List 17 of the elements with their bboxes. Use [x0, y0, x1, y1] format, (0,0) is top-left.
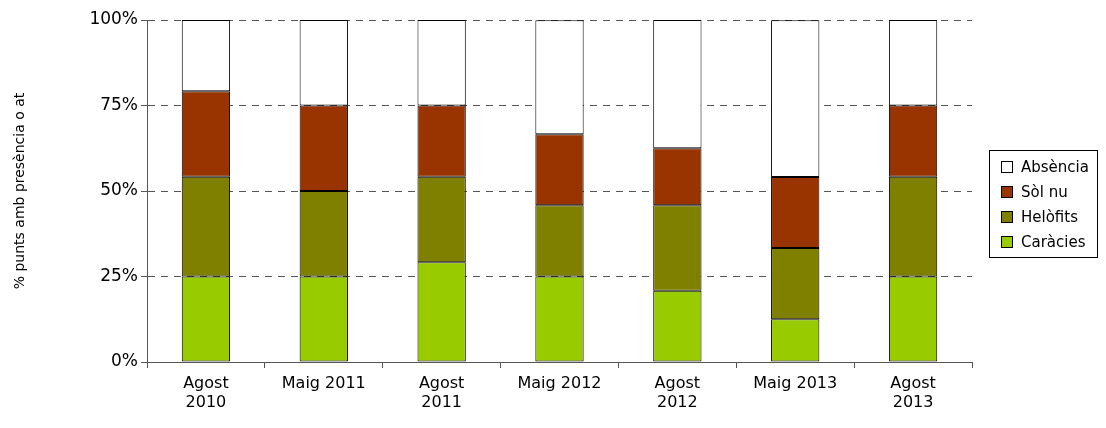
- x-tick-label: Agost 2012: [654, 372, 701, 411]
- y-tick-label: 0%: [111, 350, 138, 371]
- x-tick-label: Maig 2011: [281, 372, 366, 392]
- x-tick-label: Maig 2013: [753, 372, 838, 392]
- x-tick-label: Agost 2010: [183, 372, 229, 411]
- text: Absència: [1021, 157, 1089, 176]
- y-tick-label: 75%: [100, 93, 138, 114]
- y-tick-label: 50%: [100, 179, 138, 200]
- legend-label: Helòfits: [1021, 207, 1078, 226]
- x-tick-label: Maig 2012: [517, 372, 602, 392]
- y-tick-label: 100%: [89, 8, 138, 29]
- legend-label: Caràcies: [1021, 232, 1086, 251]
- legend-label: Sòl nu: [1021, 182, 1068, 201]
- y-axis-title: % punts amb presència o at: [11, 92, 28, 290]
- y-tick-label: 25%: [100, 264, 138, 285]
- x-tick-label: Agost 2013: [890, 372, 936, 411]
- x-tick-label: Agost 2011: [418, 372, 465, 411]
